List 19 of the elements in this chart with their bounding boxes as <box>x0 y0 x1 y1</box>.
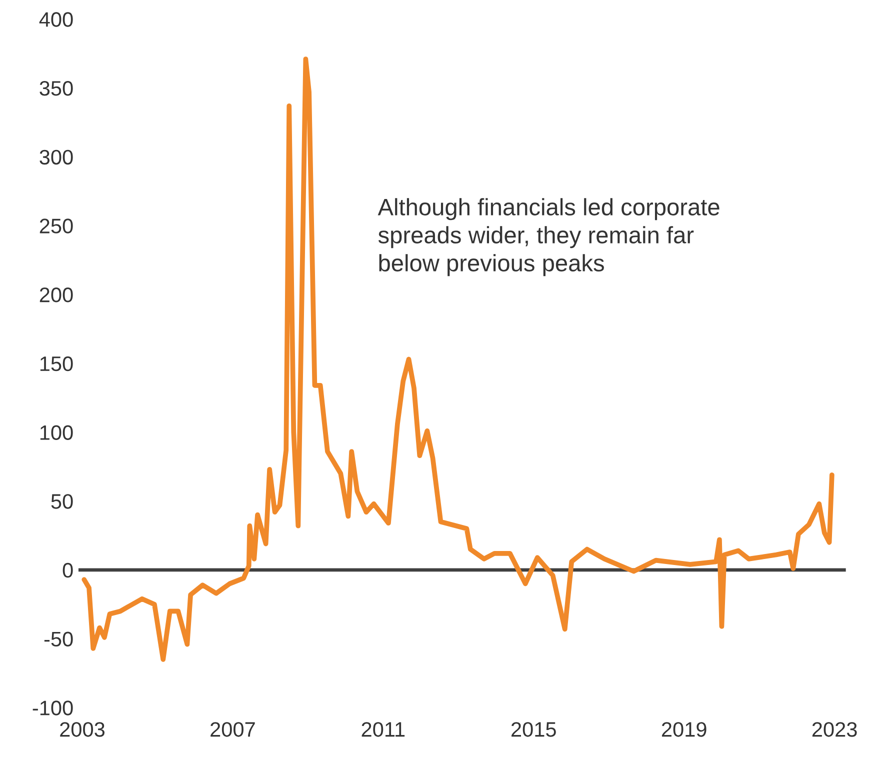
x-tick-label: 2023 <box>812 722 857 737</box>
y-tick-label: 400 <box>39 12 73 27</box>
x-tick-label: 2019 <box>662 722 706 737</box>
y-tick-label: 150 <box>40 356 73 372</box>
x-tick-label: 2003 <box>60 722 104 737</box>
y-tick-label: 250 <box>40 218 73 234</box>
y-tick-label: 300 <box>40 150 73 165</box>
y-tick-label: -50 <box>44 632 73 647</box>
y-tick-label: 100 <box>40 425 73 440</box>
line-series <box>82 56 834 662</box>
annotation: Although financials led corporate spreads wider, they remain far below previous peaks <box>378 198 720 276</box>
x-tick-label: 2007 <box>210 722 255 737</box>
y-tick-label: 0 <box>62 562 73 578</box>
y-tick-label: -100 <box>32 700 73 716</box>
y-tick-label: 50 <box>51 494 73 509</box>
y-tick-label: 200 <box>40 288 73 302</box>
x-tick-label: 2011 <box>362 722 405 737</box>
x-tick-label: 2015 <box>512 722 556 737</box>
y-tick-label: 350 <box>40 80 73 96</box>
